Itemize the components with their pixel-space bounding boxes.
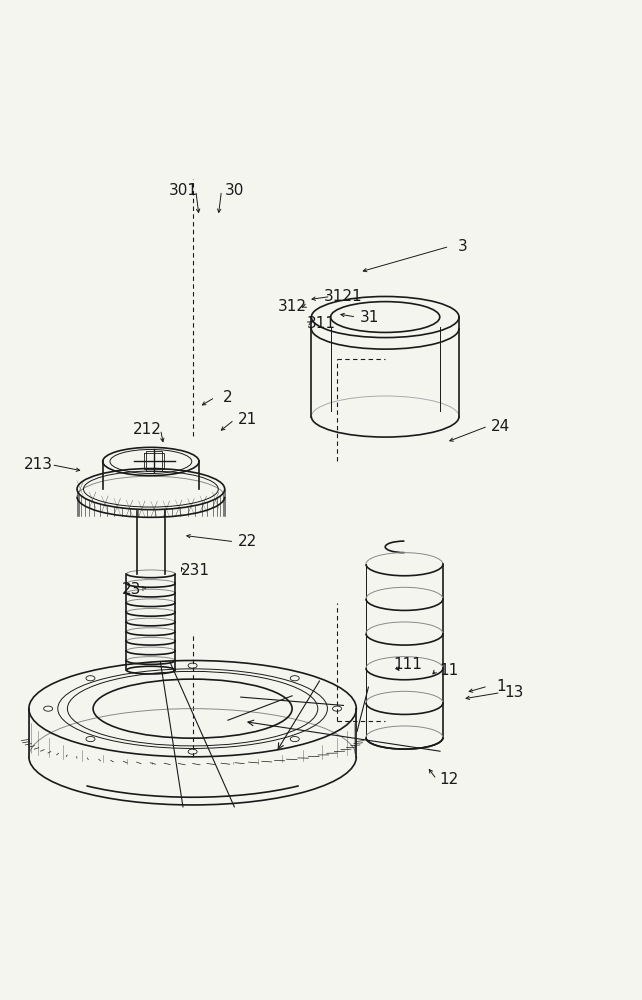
Text: 1: 1 — [496, 679, 505, 694]
Text: 231: 231 — [181, 563, 211, 578]
Text: 12: 12 — [440, 772, 459, 787]
Text: 3121: 3121 — [324, 289, 363, 304]
Text: 111: 111 — [394, 657, 422, 672]
Text: 2: 2 — [223, 390, 232, 405]
Text: 11: 11 — [440, 663, 459, 678]
Text: 22: 22 — [238, 534, 257, 549]
Text: 213: 213 — [24, 457, 53, 472]
Text: 24: 24 — [491, 419, 510, 434]
Text: 31: 31 — [360, 310, 379, 325]
Text: 311: 311 — [306, 316, 336, 331]
Text: 21: 21 — [238, 412, 257, 427]
Text: 301: 301 — [168, 183, 198, 198]
Text: 13: 13 — [504, 685, 523, 700]
Text: 23: 23 — [122, 582, 141, 597]
Text: 3: 3 — [457, 239, 467, 254]
Text: 30: 30 — [225, 183, 244, 198]
Text: 212: 212 — [134, 422, 162, 437]
Text: 312: 312 — [277, 299, 307, 314]
